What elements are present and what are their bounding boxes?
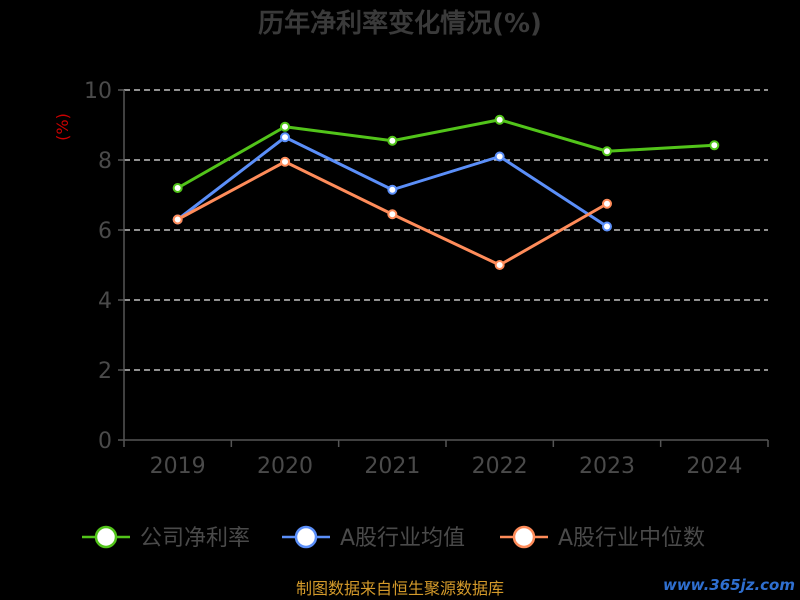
legend-label: A股行业中位数 [558,526,705,551]
x-tick-label-2024: 2024 [686,454,742,479]
series-2 [172,156,612,270]
series-line-0 [176,118,715,190]
y-tick-labels: 0 2 4 6 8 10 [84,79,112,454]
x-tick-label-2020: 2020 [257,454,313,479]
legend-marker-icon [512,525,536,549]
data-point-1-2023 [602,221,612,232]
data-point-0-2021 [387,135,398,146]
y-tick-label: 4 [98,289,112,314]
watermark: www.365jz.com [663,576,795,594]
data-point-0-2024 [709,140,720,151]
y-tick-label: 8 [98,149,112,174]
data-point-2-2023 [602,198,612,209]
x-tick-label-2022: 2022 [472,454,528,479]
x-tick-label-2019: 2019 [150,454,206,479]
series-0 [172,114,720,193]
data-point-1-2021 [387,184,398,195]
legend-item-1[interactable]: A股行业均值 [282,525,465,551]
legend: 公司净利率 A股行业均值 A股行业中位数 [82,525,705,551]
data-point-2-2021 [387,209,398,220]
data-point-0-2023 [602,146,612,157]
x-tick-label-2023: 2023 [579,454,635,479]
series-lines [172,114,720,270]
series-1 [172,132,612,232]
legend-item-2[interactable]: A股行业中位数 [500,525,705,551]
y-tick-label: 10 [84,79,112,104]
data-point-0-2020 [280,121,290,132]
y-tick-label: 6 [98,219,112,244]
axes [123,90,769,447]
data-point-2-2022 [494,260,505,270]
x-tick-label-2021: 2021 [364,454,420,479]
y-tick-label: 2 [98,359,112,384]
legend-marker-icon [94,525,118,549]
legend-label: A股行业均值 [340,526,465,551]
data-source-note: 制图数据来自恒生聚源数据库 [296,579,504,598]
legend-item-0[interactable]: 公司净利率 [82,525,250,551]
y-axis-label: (%) [53,113,72,141]
chart-title: 历年净利率变化情况(%) [258,8,542,39]
data-point-0-2019 [172,183,183,193]
data-point-2-2020 [280,156,290,167]
legend-marker-icon [294,525,318,549]
data-point-0-2022 [494,114,505,125]
x-tick-labels: 2019 2020 2021 2022 2023 2024 [150,454,743,479]
grid-lines [118,89,768,441]
legend-label: 公司净利率 [140,526,250,551]
data-point-2-2019 [172,214,183,225]
data-point-1-2020 [280,132,290,143]
y-tick-label: 0 [98,429,112,454]
data-point-1-2022 [494,151,505,162]
